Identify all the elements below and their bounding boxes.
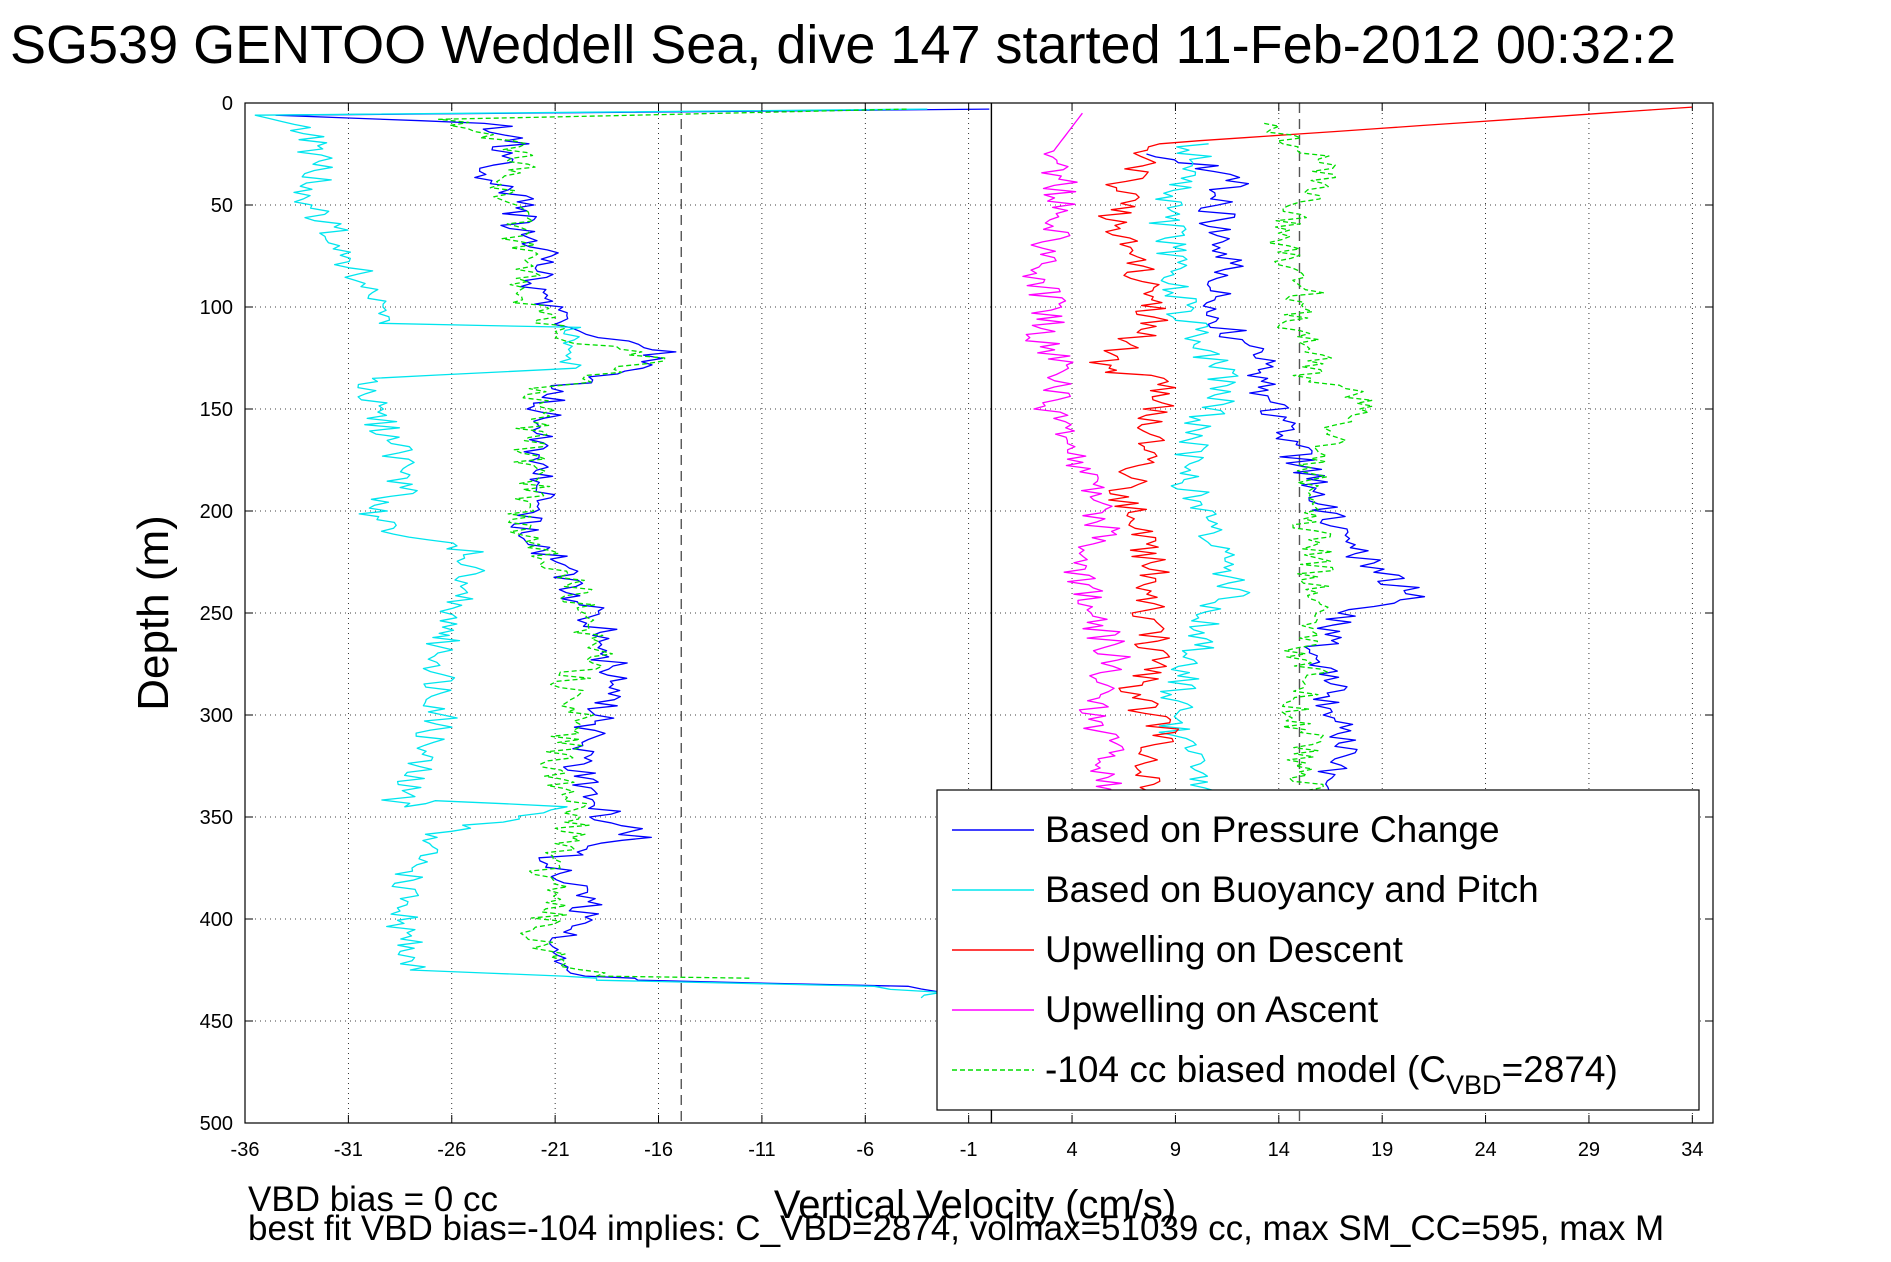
series-line-4: [438, 108, 1374, 979]
x-tick-label: 14: [1268, 1139, 1290, 1161]
legend-label-subscript: VBD: [1446, 1070, 1502, 1100]
x-tick-label: 19: [1371, 1139, 1393, 1161]
y-tick-label: 450: [200, 1011, 233, 1033]
legend-label-tail: =2874): [1502, 1049, 1618, 1090]
series-line-2: [1089, 106, 1693, 798]
y-tick-label: 250: [200, 603, 233, 625]
x-tick-label: -26: [437, 1139, 466, 1161]
legend: Based on Pressure Change Based on Buoyanc…: [936, 789, 1700, 1111]
x-tick-label: 4: [1066, 1139, 1077, 1161]
y-tick-label: 300: [200, 705, 233, 727]
series-line-0: [275, 108, 1426, 999]
x-tick-label: -6: [856, 1139, 874, 1161]
y-axis-ticks: 0 50 100 150 200 250 300 350 400 450 500: [200, 93, 1713, 1135]
x-tick-label: 9: [1170, 1139, 1181, 1161]
y-tick-label: 400: [200, 909, 233, 931]
legend-label-3: Upwelling on Ascent: [1045, 989, 1379, 1030]
best-fit-note: best fit VBD bias=-104 implies: C_VBD=28…: [248, 1209, 1665, 1248]
y-tick-label: 350: [200, 807, 233, 829]
x-tick-label: -21: [541, 1139, 570, 1161]
series-group: [254, 106, 1693, 999]
series-line-3: [1022, 112, 1131, 808]
x-axis-ticks: -36 -31 -26 -21 -16 -11 -6 -1 4 9 14 19 24 29 34: [231, 103, 1703, 1161]
legend-label-4: -104 cc biased model (CVBD=2874): [1045, 1049, 1618, 1100]
y-tick-label: 150: [200, 399, 233, 421]
vbd-bias-note: VBD bias = 0 cc: [248, 1180, 498, 1219]
x-tick-label: -31: [334, 1139, 363, 1161]
legend-box: [936, 789, 1700, 1111]
y-tick-label: 200: [200, 501, 233, 523]
x-tick-label: 29: [1578, 1139, 1600, 1161]
y-tick-label: 0: [222, 93, 233, 115]
y-axis-label: Depth (m): [129, 515, 178, 711]
x-tick-label: -36: [231, 1139, 260, 1161]
series-line-1: [254, 108, 1251, 999]
y-tick-label: 50: [211, 195, 233, 217]
legend-label-0: Based on Pressure Change: [1045, 809, 1500, 850]
y-tick-label: 500: [200, 1113, 233, 1135]
y-tick-label: 100: [200, 297, 233, 319]
x-tick-label: 34: [1681, 1139, 1703, 1161]
legend-label-2: Upwelling on Descent: [1045, 929, 1404, 970]
x-tick-label: 24: [1474, 1139, 1496, 1161]
legend-label-1: Based on Buoyancy and Pitch: [1045, 869, 1539, 910]
chart-title: SG539 GENTOO Weddell Sea, dive 147 start…: [10, 15, 1676, 75]
x-tick-label: -16: [644, 1139, 673, 1161]
legend-label-main: -104 cc biased model (C: [1045, 1049, 1446, 1090]
x-axis-label: Vertical Velocity (cm/s): [774, 1183, 1176, 1227]
x-tick-label: -1: [960, 1139, 978, 1161]
x-tick-label: -11: [748, 1139, 775, 1161]
